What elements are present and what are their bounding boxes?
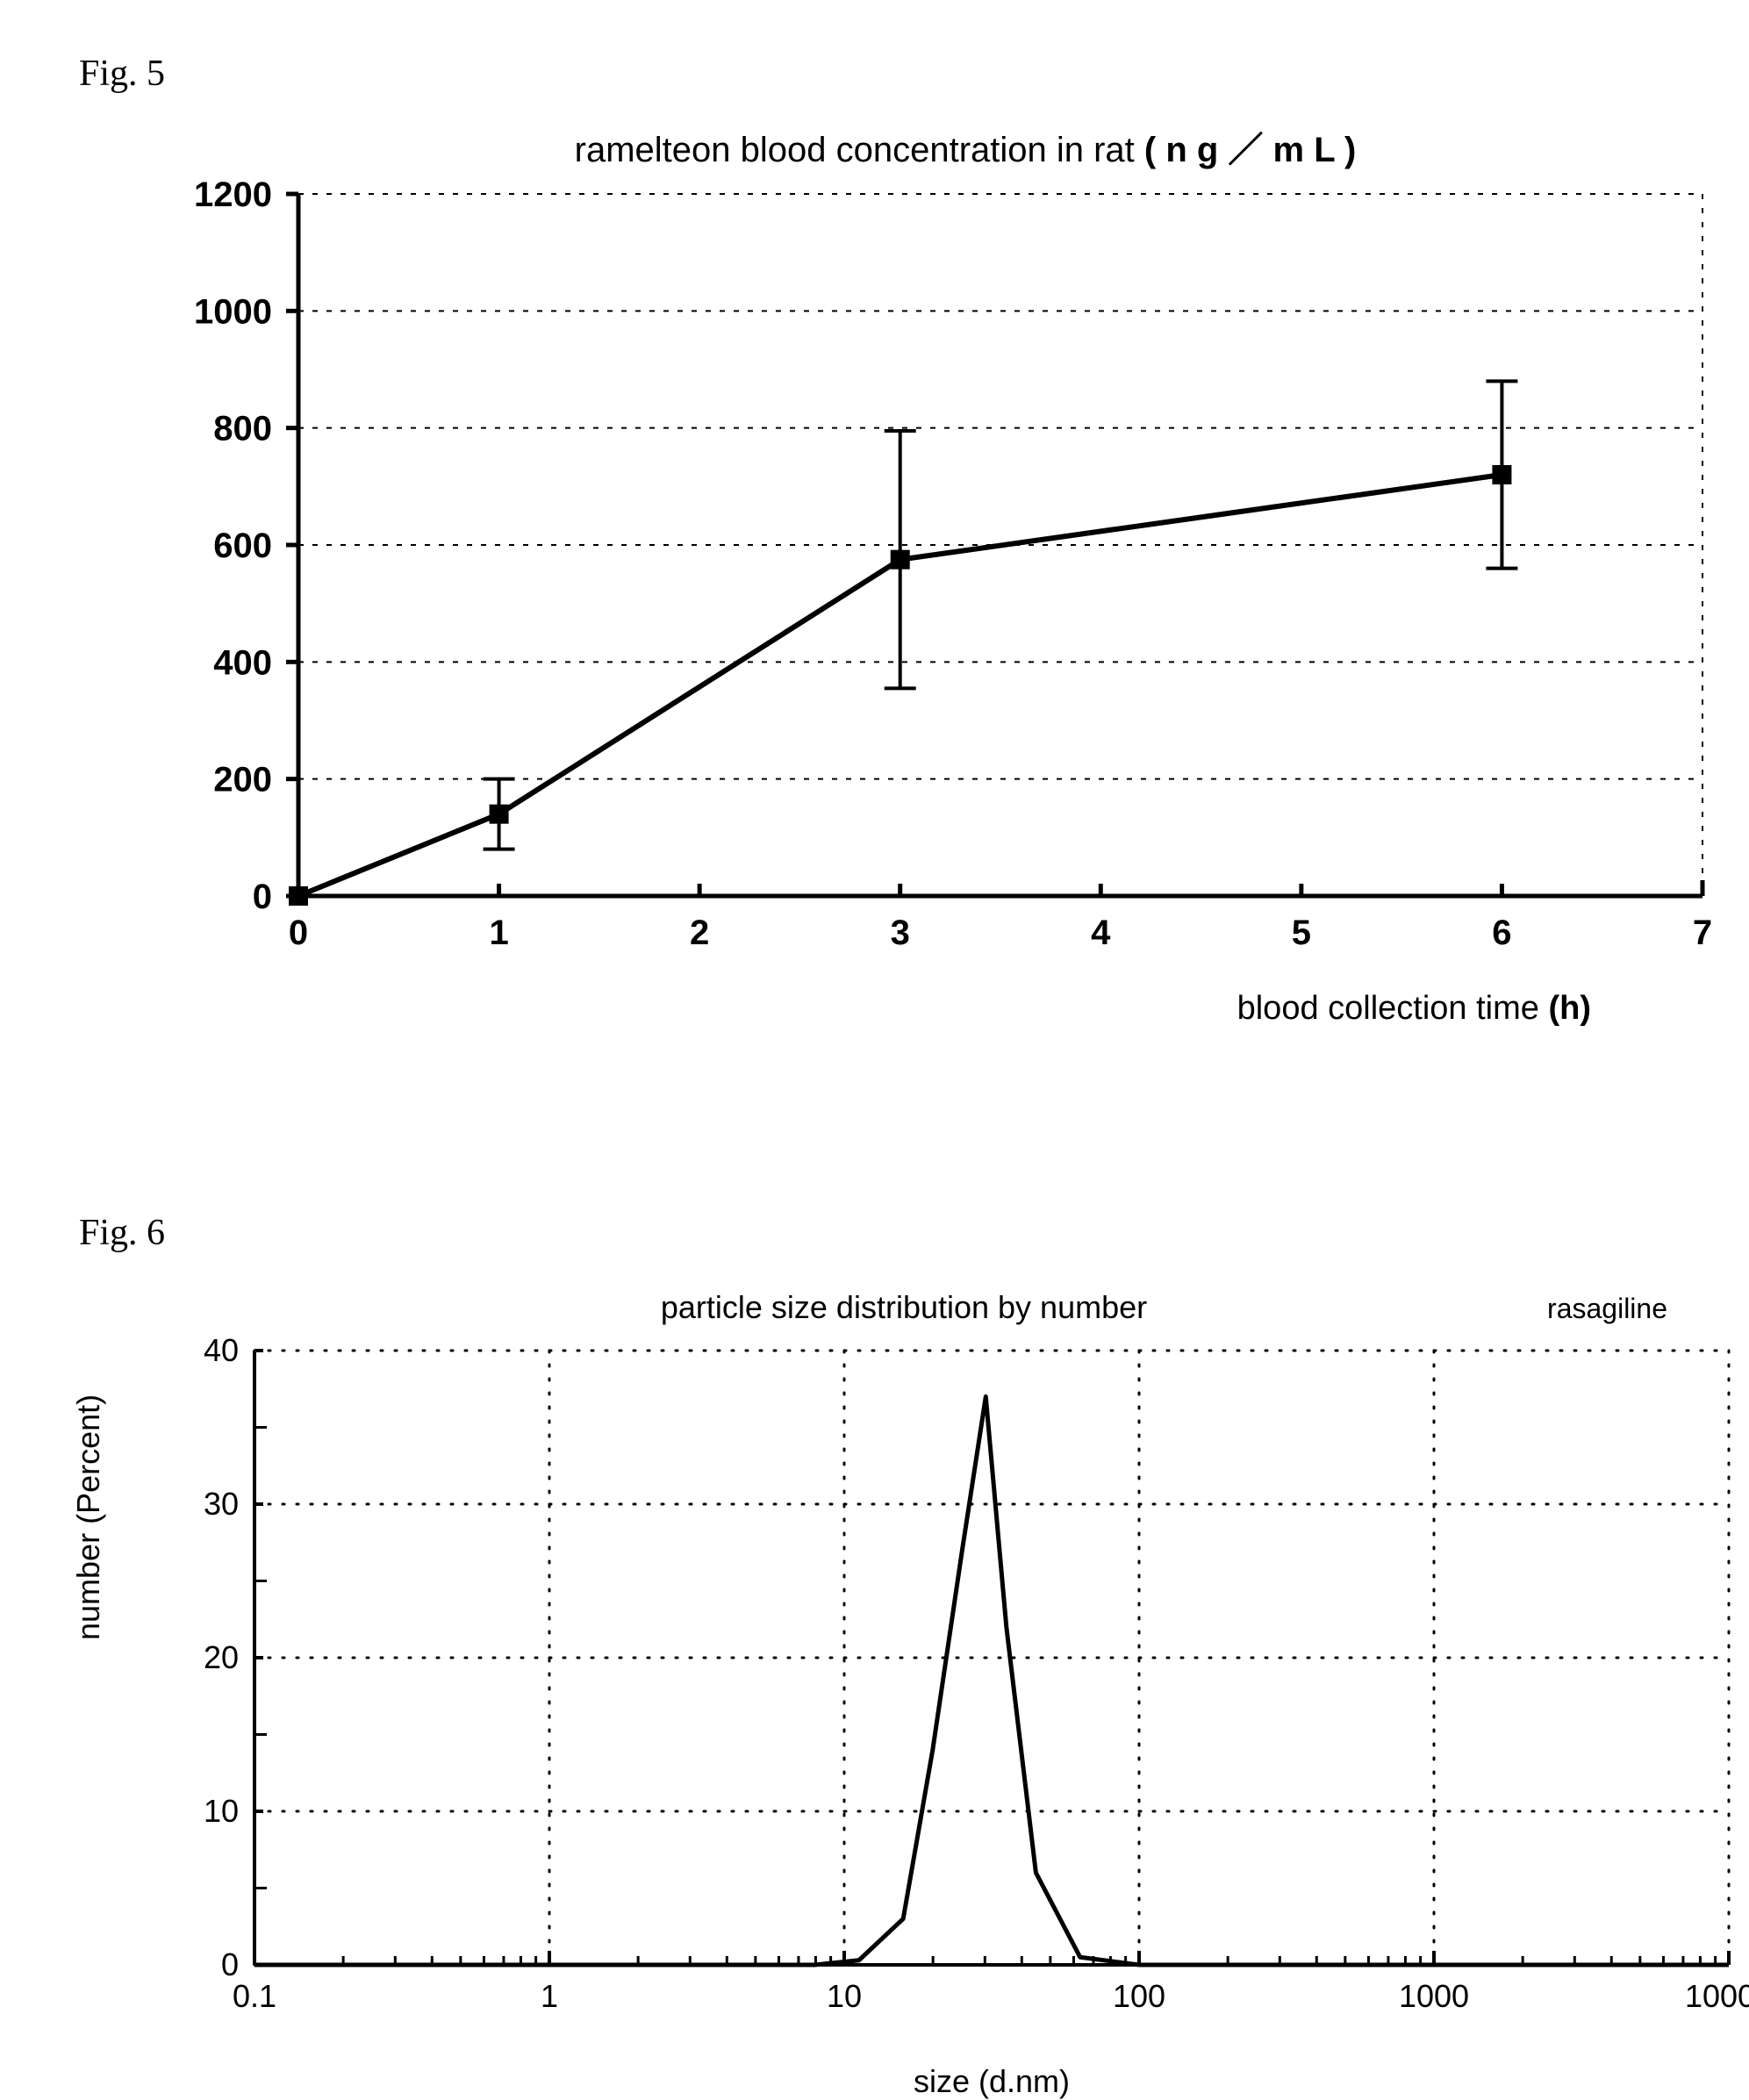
svg-text:1: 1	[541, 1978, 558, 2014]
fig6-chart: particle size distribution by number ras…	[88, 1280, 1679, 2100]
svg-text:10000: 10000	[1685, 1978, 1749, 2014]
fig5-title-text: ramelteon blood concentration in rat	[575, 131, 1144, 169]
svg-text:6: 6	[1492, 914, 1511, 952]
svg-text:400: 400	[213, 643, 272, 682]
svg-text:1000: 1000	[1399, 1978, 1469, 2014]
fig5-plot-area: 02004006008001000120001234567	[123, 176, 1679, 1019]
fig5-title: ramelteon blood concentration in rat ( n…	[176, 121, 1749, 172]
fig6-xlabel: size (d.nm)	[254, 2063, 1729, 2100]
svg-text:0: 0	[253, 878, 272, 916]
fig6-label: Fig. 6	[79, 1212, 1679, 1254]
svg-text:200: 200	[213, 761, 272, 799]
fig6-legend: rasagiline	[1547, 1293, 1667, 1325]
svg-text:4: 4	[1091, 914, 1111, 952]
svg-text:7: 7	[1693, 914, 1712, 952]
svg-text:1: 1	[489, 914, 508, 952]
svg-text:2: 2	[690, 914, 709, 952]
svg-text:1200: 1200	[194, 176, 272, 214]
page: Fig. 5 ramelteon blood concentration in …	[0, 0, 1749, 2091]
fig6-header-row: particle size distribution by number ras…	[88, 1280, 1720, 1333]
fig6-title: particle size distribution by number	[88, 1289, 1720, 1326]
fig5-xlabel-paren: (h)	[1548, 990, 1591, 1027]
svg-text:100: 100	[1113, 1978, 1165, 2014]
fig5-xlabel: blood collection time (h)	[1237, 990, 1591, 1028]
fig6-ylabel: number (Percent)	[70, 1394, 107, 1640]
svg-text:40: 40	[204, 1333, 239, 1368]
fig6-plot-area: number (Percent) 0102030400.111010010001…	[88, 1333, 1679, 2100]
svg-text:3: 3	[891, 914, 910, 952]
svg-text:10: 10	[204, 1793, 239, 1829]
fig6-svg: 0 10 20 30 40 0.1 1 10 100 1000 10000	[88, 1333, 1749, 2061]
svg-text:0.1: 0.1	[233, 1978, 276, 2014]
svg-text:0: 0	[221, 1946, 239, 1982]
svg-text:1000: 1000	[194, 292, 272, 331]
svg-text:800: 800	[213, 410, 272, 448]
svg-text:20: 20	[204, 1639, 239, 1675]
fig5-chart: ramelteon blood concentration in rat ( n…	[123, 121, 1679, 1019]
fig5-title-paren: ( n g ／ m L )	[1144, 131, 1356, 169]
fig5-xlabel-text: blood collection time	[1237, 990, 1549, 1027]
svg-text:10: 10	[827, 1978, 862, 2014]
svg-text:600: 600	[213, 527, 272, 565]
fig5-svg: 0 200 400 600 800 1000 1200 0 1 2 3 4 5 6 7	[123, 176, 1749, 1019]
svg-text:5: 5	[1292, 914, 1311, 952]
fig5-label: Fig. 5	[79, 53, 1679, 95]
svg-text:30: 30	[204, 1486, 239, 1522]
svg-text:0: 0	[289, 914, 308, 952]
